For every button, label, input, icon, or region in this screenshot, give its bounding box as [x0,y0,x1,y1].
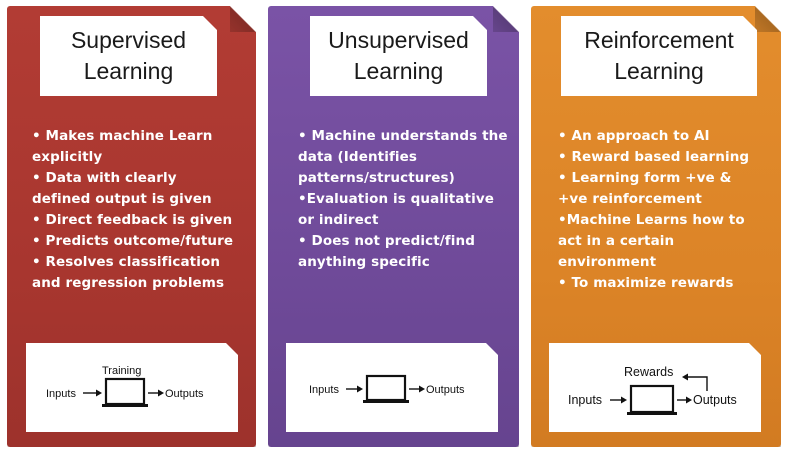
unsupervised-diagram-card: Inputs Outputs [286,343,498,432]
bullet-line: or indirect [298,212,379,228]
bullet-line: • Does not predict/find [298,233,475,249]
unsupervised-bullet-list: • Machine understands the data (Identifi… [298,126,510,273]
input-arrow-head [357,386,363,393]
bullet-line: • Resolves classification [32,254,221,270]
reinforcement-bullet-list: • An approach to AI • Reward based learn… [558,126,768,294]
bullet-line: explicitly [32,149,103,165]
output-arrow-head [419,386,425,393]
reward-loop-line [687,377,707,391]
bullet-line: •Machine Learns how to [558,212,745,228]
panel-title-line2: Learning [353,58,444,84]
bullet-line: • Predicts outcome/future [32,233,234,249]
outputs-label: Outputs [693,393,737,407]
bullet-line: data (Identifies [298,149,418,165]
bullet-line: • Data with clearly [32,170,177,186]
bullet-line: •Evaluation is qualitative [298,191,494,207]
supervised-flow-diagram: Training Inputs Outputs [26,343,238,432]
reinforcement-flow-diagram: Rewards Inputs Outputs [549,343,761,432]
unsupervised-flow-diagram: Inputs Outputs [286,343,498,432]
bullet-line: patterns/structures) [298,170,455,186]
output-arrow-head [686,397,692,404]
bullet-line: • Makes machine Learn [32,128,213,144]
laptop-icon [102,379,148,407]
supervised-title-card: Supervised Learning [40,16,217,96]
bullet-line: environment [558,254,657,270]
folded-corner [230,6,256,32]
bullet-line: • Direct feedback is given [32,212,233,228]
bullet-line: • Learning form +ve & [558,170,732,186]
input-arrow-head [621,397,627,404]
panel-title-line2: Learning [83,58,174,84]
laptop-icon [363,376,409,403]
panel-title-line1: Reinforcement [584,27,734,53]
outputs-label: Outputs [165,388,204,400]
inputs-label: Inputs [309,384,339,396]
unsupervised-title-card: Unsupervised Learning [310,16,487,96]
inputs-label: Inputs [46,388,76,400]
panel-title-line1: Unsupervised [328,27,469,53]
panel-title-line1: Supervised [70,27,187,53]
outputs-label: Outputs [426,384,465,396]
bullet-line: • To maximize rewards [558,275,734,291]
reinforcement-title-card: Reinforcement Learning [561,16,757,96]
bullet-line: +ve reinforcement [558,191,702,207]
panel-title-line2: Learning [614,58,704,84]
training-label: Training [102,365,141,377]
bullet-line: • Machine understands the [298,128,508,144]
bullet-line: • Reward based learning [558,149,750,165]
bullet-line: defined output is given [32,191,212,207]
input-arrow-head [96,390,102,397]
supervised-diagram-card: Training Inputs Outputs [26,343,238,432]
folded-corner [493,6,519,32]
bullet-line: anything specific [298,254,430,270]
reinforcement-diagram-card: Rewards Inputs Outputs [549,343,761,432]
supervised-bullet-list: • Makes machine Learn explicitly • Data … [32,126,247,294]
reward-loop-arrow-head [682,374,688,381]
folded-corner [755,6,781,32]
bullet-line: act in a certain [558,233,675,249]
rewards-label: Rewards [624,365,673,379]
output-arrow-head [158,390,164,397]
bullet-line: and regression problems [32,275,225,291]
inputs-label: Inputs [568,393,602,407]
laptop-icon [627,386,677,415]
bullet-line: • An approach to AI [558,128,710,144]
